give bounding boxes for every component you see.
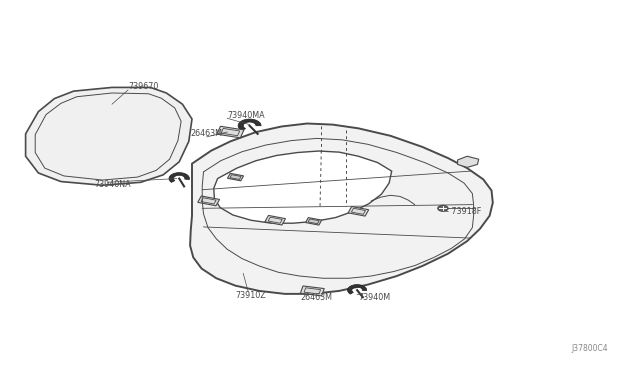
Text: 26463M: 26463M: [191, 129, 223, 138]
Polygon shape: [458, 156, 479, 167]
Polygon shape: [26, 87, 192, 185]
Text: 73940NA: 73940NA: [95, 180, 131, 189]
Circle shape: [438, 205, 448, 211]
Polygon shape: [238, 119, 261, 131]
Text: 739670: 739670: [128, 82, 158, 91]
Text: 26463M: 26463M: [301, 293, 333, 302]
Polygon shape: [214, 151, 392, 223]
Text: J37800C4: J37800C4: [572, 344, 608, 353]
Polygon shape: [305, 218, 322, 225]
Polygon shape: [217, 126, 244, 138]
Text: 73910Z: 73910Z: [236, 291, 266, 300]
Polygon shape: [348, 285, 367, 294]
Polygon shape: [227, 173, 244, 181]
Polygon shape: [190, 124, 493, 294]
Polygon shape: [169, 173, 189, 182]
Polygon shape: [265, 215, 285, 225]
Text: – 73918F: – 73918F: [445, 207, 481, 216]
Polygon shape: [198, 196, 220, 206]
Text: 73940M: 73940M: [358, 293, 390, 302]
Polygon shape: [300, 286, 324, 296]
Polygon shape: [348, 206, 369, 216]
Text: 73940MA: 73940MA: [227, 111, 265, 120]
